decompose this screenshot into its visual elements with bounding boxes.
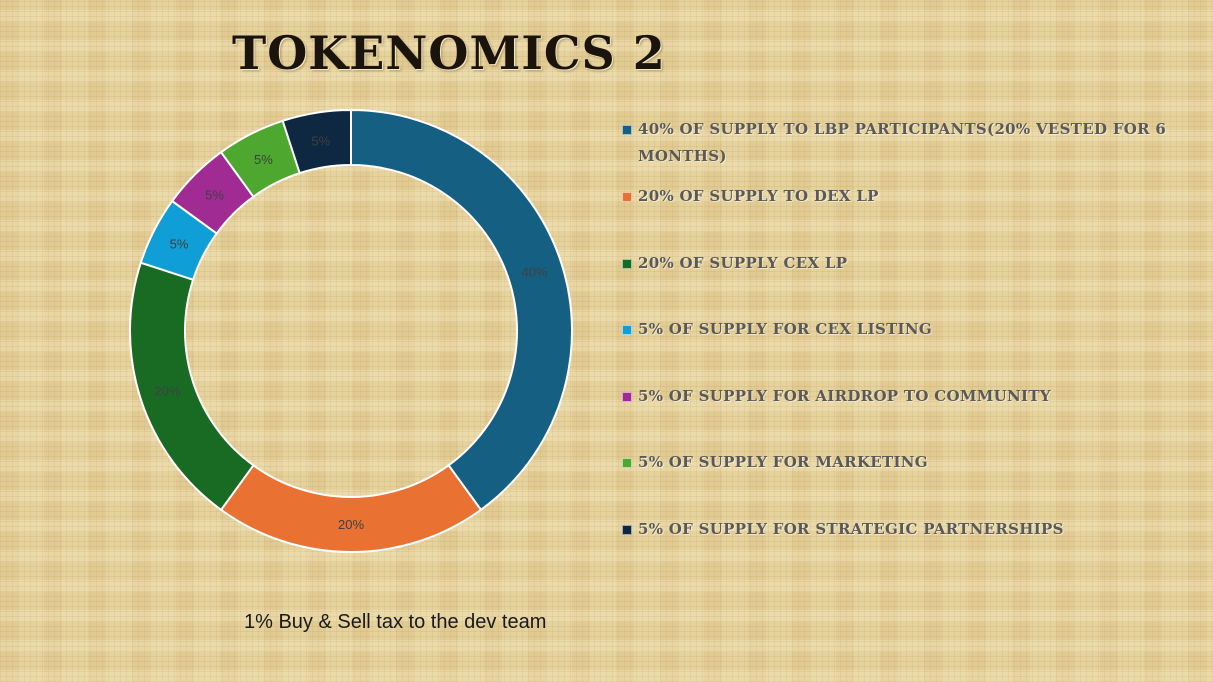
- legend-swatch: [622, 525, 632, 535]
- legend-item-marketing: 5% OF SUPPLY FOR MARKETING: [622, 451, 1197, 476]
- tax-footnote: 1% Buy & Sell tax to the dev team: [244, 611, 547, 633]
- legend-swatch: [622, 192, 632, 202]
- legend-swatch: [622, 325, 632, 335]
- legend-item-airdrop: 5% OF SUPPLY FOR AIRDROP TO COMMUNITY: [622, 385, 1197, 410]
- slice-lbp-participants: [350, 108, 573, 512]
- slice-cex-lp: [129, 261, 255, 512]
- data-label-marketing: 5%: [254, 152, 273, 167]
- legend-item-strategic-partnerships: 5% OF SUPPLY FOR STRATEGIC PARTNERSHIPS: [622, 518, 1197, 543]
- legend-item-dex-lp: 20% OF SUPPLY TO DEX LP: [622, 185, 1197, 210]
- data-label-cex-lp: 20%: [154, 384, 180, 399]
- chart-title: TOKENOMICS 2: [232, 26, 666, 80]
- legend-item-cex-lp: 20% OF SUPPLY CEX LP: [622, 252, 1197, 277]
- legend-label: 5% OF SUPPLY FOR CEX LISTING: [638, 320, 932, 338]
- data-label-dex-lp: 20%: [338, 517, 364, 532]
- legend-label: 20% OF SUPPLY TO DEX LP: [638, 187, 879, 205]
- data-label-cex-listing: 5%: [170, 236, 189, 251]
- legend-swatch: [622, 392, 632, 402]
- slice-strategic-partnerships: [281, 108, 352, 175]
- legend-item-lbp-participants: 40% OF SUPPLY TO LBP PARTICIPANTS(20% VE…: [622, 118, 1197, 170]
- data-label-airdrop: 5%: [205, 188, 224, 203]
- legend-swatch: [622, 125, 632, 135]
- legend-swatch: [622, 458, 632, 468]
- legend-item-cex-listing: 5% OF SUPPLY FOR CEX LISTING: [622, 318, 1197, 343]
- slice-dex-lp: [219, 463, 483, 553]
- legend-label: 20% OF SUPPLY CEX LP: [638, 254, 848, 272]
- data-label-strategic-partnerships: 5%: [311, 133, 330, 148]
- legend-swatch: [622, 259, 632, 269]
- data-label-lbp-participants: 40%: [522, 264, 548, 279]
- legend-label: 5% OF SUPPLY FOR AIRDROP TO COMMUNITY: [638, 387, 1051, 405]
- doughnut-chart: 40% 20% 20% 5% 5% 5% 5%: [129, 108, 573, 553]
- chart-slices: [129, 108, 573, 553]
- legend-label: 40% OF SUPPLY TO LBP PARTICIPANTS(20% VE…: [638, 120, 1167, 165]
- chart-data-labels: 40% 20% 20% 5% 5% 5% 5%: [154, 133, 548, 532]
- legend-label: 5% OF SUPPLY FOR MARKETING: [638, 453, 928, 471]
- legend-label: 5% OF SUPPLY FOR STRATEGIC PARTNERSHIPS: [638, 520, 1064, 538]
